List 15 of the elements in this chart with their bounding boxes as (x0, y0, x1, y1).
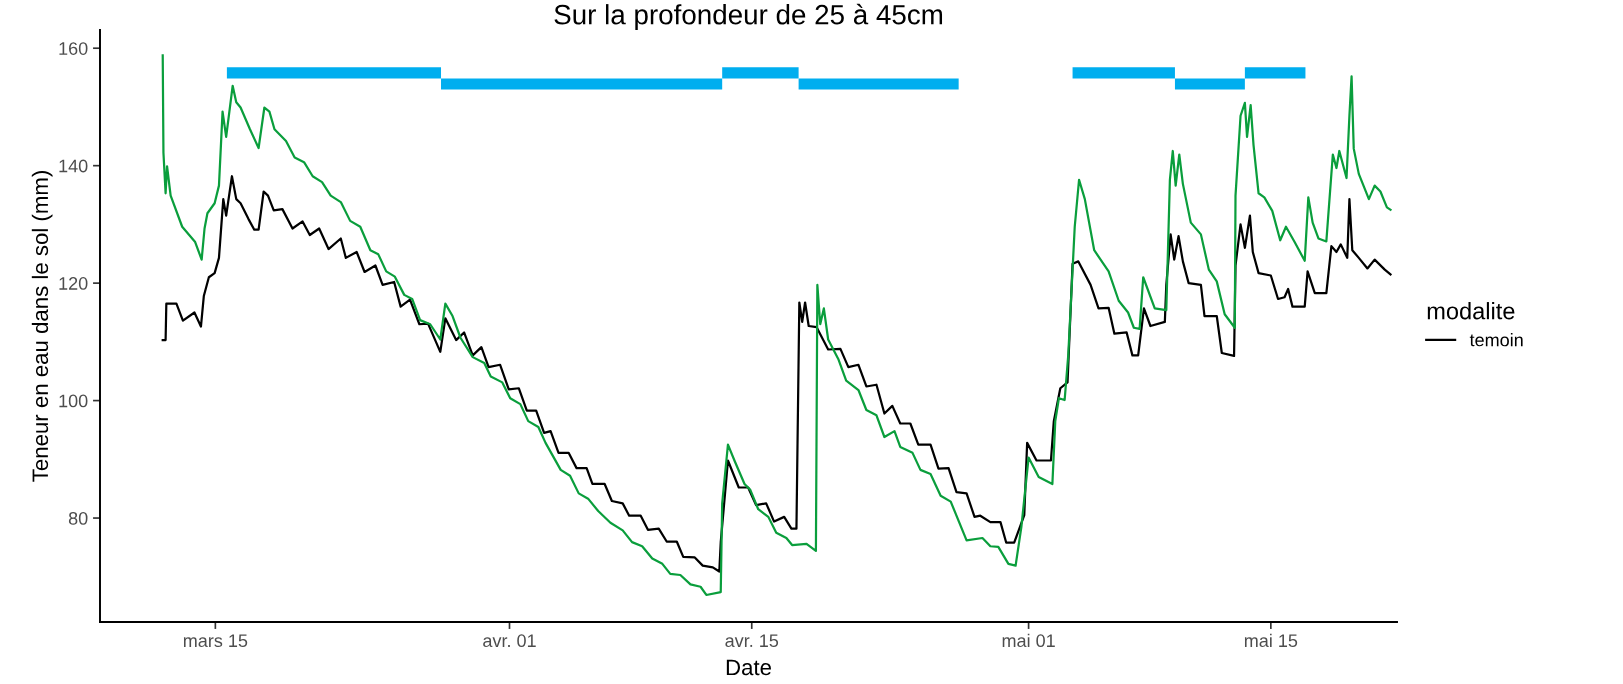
legend-label: temoin (1469, 333, 1523, 347)
x-tick-label: avr. 01 (483, 634, 536, 648)
y-tick-label: 100 (59, 394, 88, 408)
y-tick-label: 160 (59, 42, 88, 55)
chart-title: Sur la profondeur de 25 à 45cm (554, 3, 943, 30)
x-tick-label: avr. 15 (725, 634, 779, 648)
x-tick-label: mars 15 (183, 634, 248, 648)
x-tick-label: mai 01 (1002, 633, 1055, 648)
y-tick-label: 120 (59, 277, 88, 290)
x-axis-title: Date (726, 659, 771, 676)
y-tick-label: 140 (59, 159, 88, 173)
y-tick-label: 80 (68, 511, 88, 525)
y-axis-title: Teneur en eau dans le sol (mm) (31, 171, 53, 482)
legend-title: modalite (1427, 302, 1515, 320)
x-tick-label: mai 15 (1244, 633, 1298, 648)
